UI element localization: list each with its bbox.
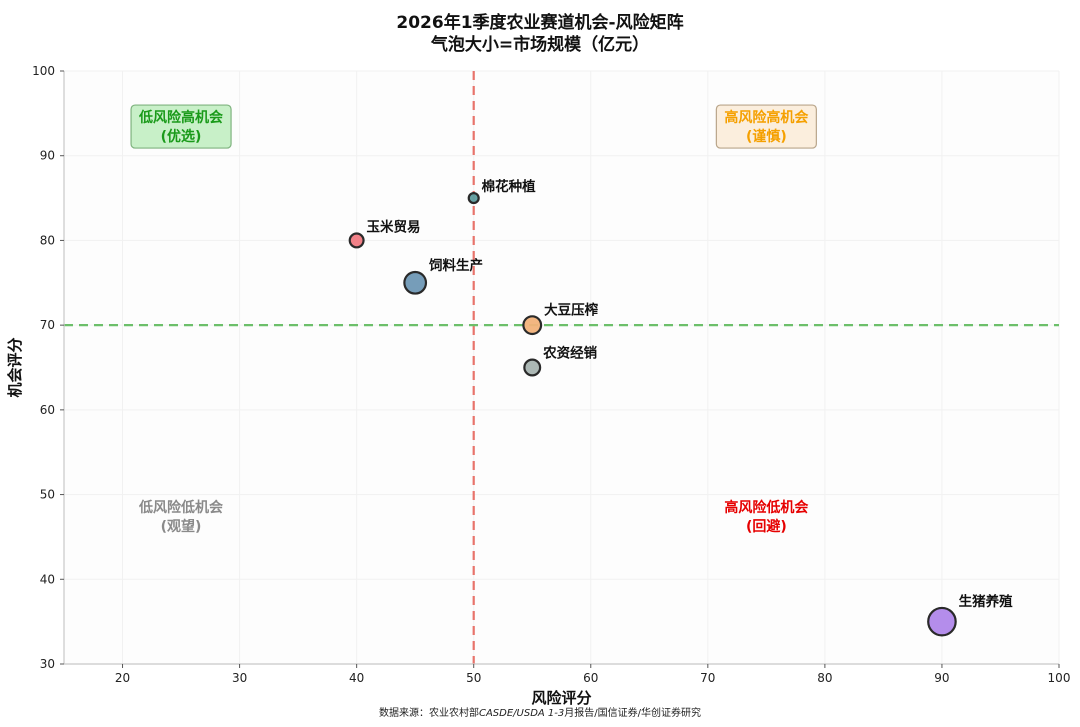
x-axis-title: 风险评分	[531, 689, 591, 707]
quadrant-label-title: 低风险高机会	[138, 109, 224, 126]
bubble-label: 大豆压榨	[544, 301, 598, 318]
y-tick-label: 80	[40, 233, 55, 247]
quadrant-label-box	[130, 104, 232, 149]
x-tick-label: 60	[583, 671, 598, 685]
y-axis-title: 机会评分	[6, 337, 24, 397]
bubble-label: 棉花种植	[482, 178, 536, 195]
y-tick-label: 50	[40, 488, 55, 502]
quadrant-label-title: 高风险高机会	[724, 109, 809, 126]
quadrant-label-note: (回避)	[746, 518, 787, 535]
y-tick-label: 30	[40, 657, 55, 671]
x-tick-label: 90	[934, 671, 949, 685]
bubble-point	[523, 358, 542, 377]
y-tick-label: 90	[40, 149, 55, 163]
x-tick-label: 40	[349, 671, 364, 685]
y-tick-label: 100	[32, 64, 55, 78]
quadrant-label-title: 低风险低机会	[138, 499, 224, 516]
x-tick-label: 50	[466, 671, 481, 685]
x-tick-label: 20	[115, 671, 130, 685]
bubble-point	[927, 606, 957, 637]
y-tick-label: 70	[40, 318, 55, 332]
quadrant-label-note: (优选)	[161, 128, 202, 145]
plot-area	[64, 71, 1059, 664]
bubble-label: 玉米贸易	[367, 219, 421, 236]
x-tick-label: 30	[232, 671, 247, 685]
x-tick-label: 80	[817, 671, 832, 685]
bubble-label: 饲料生产	[428, 257, 483, 274]
x-tick-label: 100	[1048, 671, 1071, 685]
bubble-point	[348, 232, 365, 249]
y-tick-label: 60	[40, 403, 55, 417]
bubble-label: 生猪养殖	[959, 593, 1013, 610]
bubble-point	[522, 315, 543, 336]
bubble-point	[467, 192, 480, 205]
data-source-note: 数据来源：农业农村部CASDE/USDA 1-3月报告/国信证券/华创证券研究	[378, 708, 702, 719]
chart-title: 2026年1季度农业赛道机会-风险矩阵	[396, 13, 684, 33]
chart-subtitle: 气泡大小=市场规模（亿元）	[430, 35, 650, 55]
quadrant-label-box	[715, 104, 817, 149]
quadrant-label-note: (观望)	[161, 518, 202, 535]
bubble-point	[403, 270, 428, 295]
y-tick-label: 40	[40, 572, 55, 586]
quadrant-label-title: 高风险低机会	[724, 499, 809, 516]
x-tick-label: 70	[700, 671, 715, 685]
bubble-label: 农资经销	[542, 345, 597, 362]
quadrant-label-note: (谨慎)	[746, 128, 787, 145]
